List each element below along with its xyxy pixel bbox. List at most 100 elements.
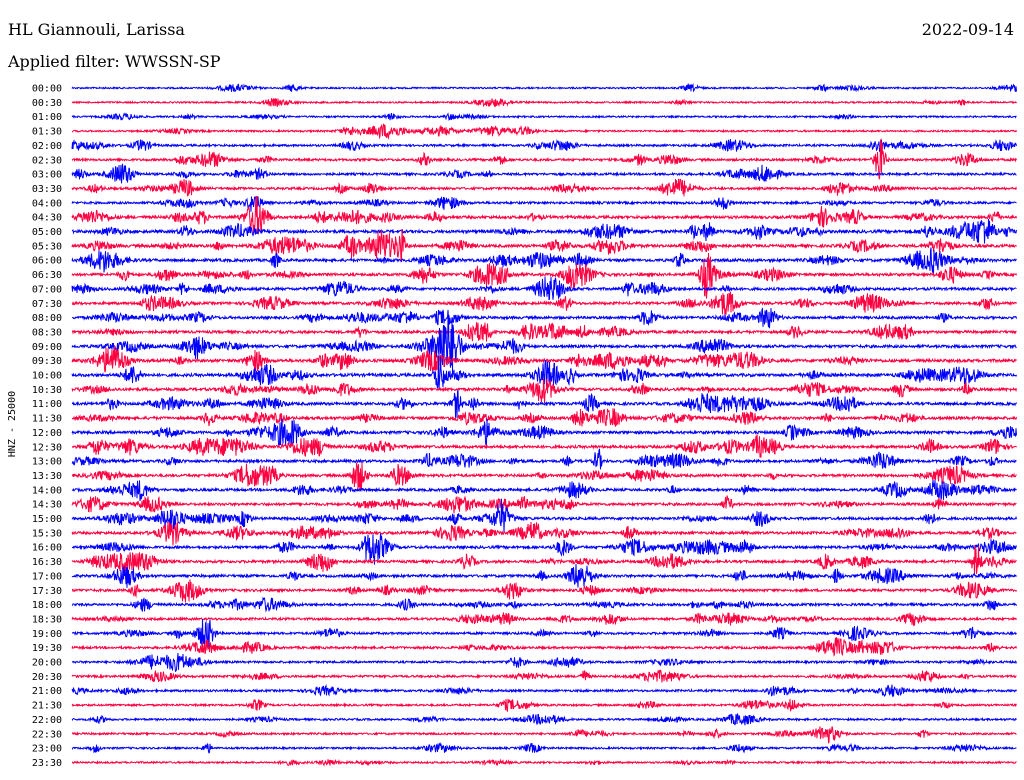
row-tick-label: 01:00 xyxy=(32,112,62,123)
trace-line xyxy=(71,195,1017,234)
trace-line xyxy=(71,448,1017,470)
trace-line xyxy=(71,97,1017,108)
row-tick-label: 15:30 xyxy=(32,528,62,539)
trace-line xyxy=(71,82,1017,93)
row-tick-label: 07:00 xyxy=(32,284,62,295)
row-tick-label: 00:30 xyxy=(32,98,62,109)
trace-line xyxy=(71,247,1017,276)
trace-line xyxy=(71,579,1017,603)
row-tick-label: 14:30 xyxy=(32,500,62,511)
row-tick-label: 07:30 xyxy=(32,299,62,310)
trace-line xyxy=(71,195,1017,212)
trace-line xyxy=(71,163,1017,184)
row-tick-label: 15:00 xyxy=(32,514,62,525)
row-tick-label: 00:00 xyxy=(32,84,62,95)
row-tick-label: 06:00 xyxy=(32,256,62,267)
row-tick-label: 05:30 xyxy=(32,241,62,252)
row-tick-label: 16:00 xyxy=(32,543,62,554)
trace-line xyxy=(71,462,1017,492)
row-tick-label: 09:00 xyxy=(32,342,62,353)
trace-line xyxy=(71,498,1017,534)
row-tick-label: 22:30 xyxy=(32,729,62,740)
trace-line xyxy=(71,479,1017,502)
trace-line xyxy=(71,495,1017,514)
trace-line xyxy=(71,596,1017,613)
trace-line xyxy=(71,291,1017,317)
trace-line xyxy=(71,229,1017,263)
trace-line xyxy=(71,653,1017,672)
trace-line xyxy=(71,521,1017,546)
row-tick-label: 10:00 xyxy=(32,371,62,382)
trace-line xyxy=(71,178,1017,197)
trace-line xyxy=(71,307,1017,329)
trace-line xyxy=(71,218,1017,244)
trace-line xyxy=(71,378,1017,404)
trace-line xyxy=(71,123,1017,140)
trace-line xyxy=(71,322,1017,342)
row-tick-label: 08:30 xyxy=(32,327,62,338)
row-tick-label: 11:30 xyxy=(32,414,62,425)
trace-line xyxy=(71,726,1017,744)
trace-line xyxy=(71,758,1017,767)
y-axis-label: HNZ - 25000 xyxy=(7,391,18,457)
row-tick-label: 04:30 xyxy=(32,213,62,224)
row-tick-label: 21:30 xyxy=(32,701,62,712)
row-tick-label: 22:00 xyxy=(32,715,62,726)
row-tick-label: 02:00 xyxy=(32,141,62,152)
trace-line xyxy=(71,637,1017,657)
trace-line xyxy=(71,612,1017,626)
trace-line xyxy=(71,276,1017,301)
row-tick-label: 21:00 xyxy=(32,686,62,697)
row-tick-label: 13:30 xyxy=(32,471,62,482)
trace-line xyxy=(71,533,1017,565)
row-tick-label: 03:30 xyxy=(32,184,62,195)
row-tick-label: 19:30 xyxy=(32,643,62,654)
row-tick-label: 02:30 xyxy=(32,155,62,166)
trace-line xyxy=(71,418,1017,447)
row-tick-label: 20:00 xyxy=(32,658,62,669)
row-tick-label: 19:00 xyxy=(32,629,62,640)
row-tick-label: 12:30 xyxy=(32,442,62,453)
row-tick-label: 12:00 xyxy=(32,428,62,439)
row-tick-label: 20:30 xyxy=(32,672,62,683)
station-title: HL Giannouli, Larissa xyxy=(8,20,185,39)
trace-line xyxy=(71,389,1017,418)
trace-group xyxy=(71,82,1017,767)
row-tick-label: 09:30 xyxy=(32,356,62,367)
row-tick-label: 14:00 xyxy=(32,485,62,496)
row-tick-label: 18:00 xyxy=(32,600,62,611)
trace-line xyxy=(71,434,1017,458)
row-tick-label: 13:00 xyxy=(32,457,62,468)
row-tick-label: 06:30 xyxy=(32,270,62,281)
trace-line xyxy=(71,618,1017,650)
trace-line xyxy=(71,545,1017,576)
row-tick-label: 01:30 xyxy=(32,127,62,138)
row-tick-label: 23:30 xyxy=(32,758,62,769)
trace-line xyxy=(71,345,1017,373)
trace-line xyxy=(71,698,1017,713)
row-tick-label: 03:00 xyxy=(32,170,62,181)
tick-group: 00:00 00:30 01:00 01:30 02:00 02:30 03:00 03:30… xyxy=(32,84,62,769)
row-tick-label: 10:30 xyxy=(32,385,62,396)
row-tick-label: 17:00 xyxy=(32,571,62,582)
trace-line xyxy=(71,712,1017,726)
filter-label: Applied filter: WWSSN-SP xyxy=(8,52,221,71)
row-tick-label: 16:30 xyxy=(32,557,62,568)
trace-line xyxy=(71,683,1017,698)
trace-line xyxy=(71,137,1017,180)
row-tick-label: 05:00 xyxy=(32,227,62,238)
date-label: 2022-09-14 xyxy=(921,20,1014,39)
trace-line xyxy=(71,669,1017,683)
row-tick-label: 17:30 xyxy=(32,586,62,597)
trace-line xyxy=(71,742,1017,754)
trace-line xyxy=(71,112,1017,122)
row-tick-label: 18:30 xyxy=(32,614,62,625)
trace-line xyxy=(71,253,1017,299)
trace-line xyxy=(71,315,1017,375)
trace-line xyxy=(71,408,1017,427)
row-tick-label: 11:00 xyxy=(32,399,62,410)
row-tick-label: 08:00 xyxy=(32,313,62,324)
row-tick-label: 23:00 xyxy=(32,744,62,755)
trace-line xyxy=(71,138,1017,152)
